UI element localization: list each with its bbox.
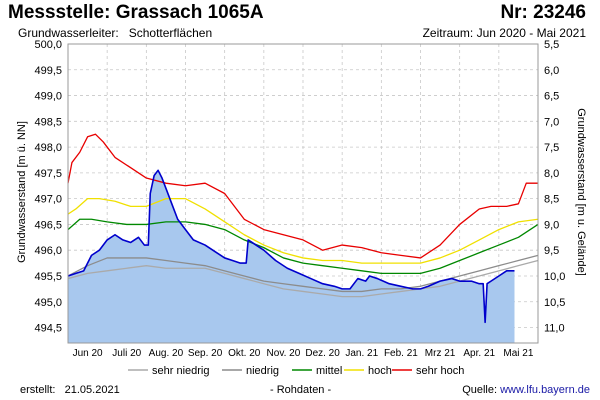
time-period: Zeitraum: Jun 2020 - Mai 2021: [422, 26, 586, 40]
source-info: Quelle: www.lfu.bayern.de: [462, 384, 590, 396]
series-line-hoch: [67, 198, 539, 264]
x-tick-label: Dez. 20: [305, 348, 340, 359]
series-line-messwerte: [67, 169, 515, 324]
series-line-mittel: [67, 218, 539, 275]
y-tick-label-right: 5,5: [544, 39, 559, 51]
y-tick-label-left: 498,0: [34, 142, 62, 154]
x-tick-label: Mai 21: [503, 348, 533, 359]
y-tick-label-right: 9,5: [544, 245, 559, 257]
measured-fill-area: [68, 170, 515, 343]
source-link[interactable]: www.lfu.bayern.de: [500, 384, 590, 396]
x-tick-label: Juli 20: [112, 348, 141, 359]
series-lines: [67, 133, 539, 324]
x-tick-label: Jan. 21: [345, 348, 378, 359]
x-axis-ticks: Jun 20 Juli 20 Aug. 20 Sep. 20 Okt. 20 Nov. 2…: [73, 348, 534, 359]
y-tick-label-left: 495,5: [34, 271, 62, 283]
legend-label: hoch: [368, 365, 392, 377]
created-date: 21.05.2021: [64, 384, 120, 396]
aquifer-info: Grundwasserleiter: Schotterflächen: [18, 26, 212, 40]
series-line-sehr-hoch: [67, 133, 538, 259]
y-tick-label-left: 500,0: [34, 39, 62, 51]
y-tick-label-right: 8,0: [544, 168, 559, 180]
chart-title: Messstelle: Grassach 1065A: [8, 2, 264, 23]
x-tick-label: Mrz 21: [425, 348, 456, 359]
created-label: erstellt:: [20, 384, 56, 396]
y-axis-right-ticks: 11,0 10,5 10,0 9,5 9,0 8,5 8,0 7,5 7,0 6,5 6,0 5,5: [544, 39, 565, 335]
x-tick-label: Sep. 20: [188, 348, 223, 359]
y-tick-label-right: 6,0: [544, 65, 559, 77]
x-tick-label: Feb. 21: [384, 348, 418, 359]
y-tick-label-right: 7,0: [544, 116, 559, 128]
y-axis-left-ticks: 494,5 495,0 495,5 496,0 496,5 497,0 497,5 498,0…: [34, 39, 62, 335]
y-tick-label-right: 7,5: [544, 142, 559, 154]
legend: sehr niedrig niedrig mittel hoch sehr hoch: [128, 365, 464, 377]
y-tick-label-left: 497,5: [34, 168, 62, 180]
x-tick-label: Apr. 21: [463, 348, 495, 359]
station-number: Nr: 23246: [500, 2, 586, 23]
aquifer-value: Schotterflächen: [128, 26, 213, 40]
y-tick-label-left: 496,0: [34, 245, 62, 257]
y-tick-label-left: 496,5: [34, 219, 62, 231]
created-info: erstellt: 21.05.2021: [20, 384, 120, 396]
y-tick-label-right: 11,0: [544, 323, 565, 335]
legend-label: mittel: [316, 365, 342, 377]
raw-data-note: - Rohdaten -: [270, 384, 332, 396]
source-label: Quelle:: [462, 384, 498, 396]
x-tick-label: Jun 20: [73, 348, 103, 359]
y-tick-label-left: 495,0: [34, 297, 62, 309]
y-tick-label-left: 498,5: [34, 116, 62, 128]
legend-label: sehr hoch: [416, 365, 464, 377]
y-tick-label-right: 10,5: [544, 297, 565, 309]
x-tick-label: Nov. 20: [267, 348, 301, 359]
y-tick-label-left: 497,0: [34, 194, 62, 206]
y-axis-right-label: Grundwasserstand [m u. Gelände]: [575, 108, 587, 276]
y-tick-label-right: 6,5: [544, 91, 559, 103]
legend-label: niedrig: [246, 365, 279, 377]
measured-area: [68, 170, 515, 343]
legend-label: sehr niedrig: [152, 365, 209, 377]
y-axis-left-label: Grundwasserstand [m ü. NN]: [16, 121, 28, 263]
series-line-niedrig: [67, 254, 539, 293]
y-tick-label-left: 499,5: [34, 65, 62, 77]
groundwater-chart: 494,5 495,0 495,5 496,0 496,5 497,0 497,5 498,0…: [16, 39, 587, 377]
y-tick-label-right: 10,0: [544, 271, 565, 283]
y-tick-label-left: 499,0: [34, 91, 62, 103]
plot-frame: [67, 43, 539, 344]
x-tick-label: Okt. 20: [228, 348, 261, 359]
y-tick-label-right: 8,5: [544, 194, 559, 206]
y-tick-label-left: 494,5: [34, 323, 62, 335]
aquifer-label: Grundwasserleiter:: [18, 26, 119, 40]
plot-border: [67, 43, 539, 344]
y-tick-label-right: 9,0: [544, 219, 559, 231]
x-tick-label: Aug. 20: [149, 348, 184, 359]
